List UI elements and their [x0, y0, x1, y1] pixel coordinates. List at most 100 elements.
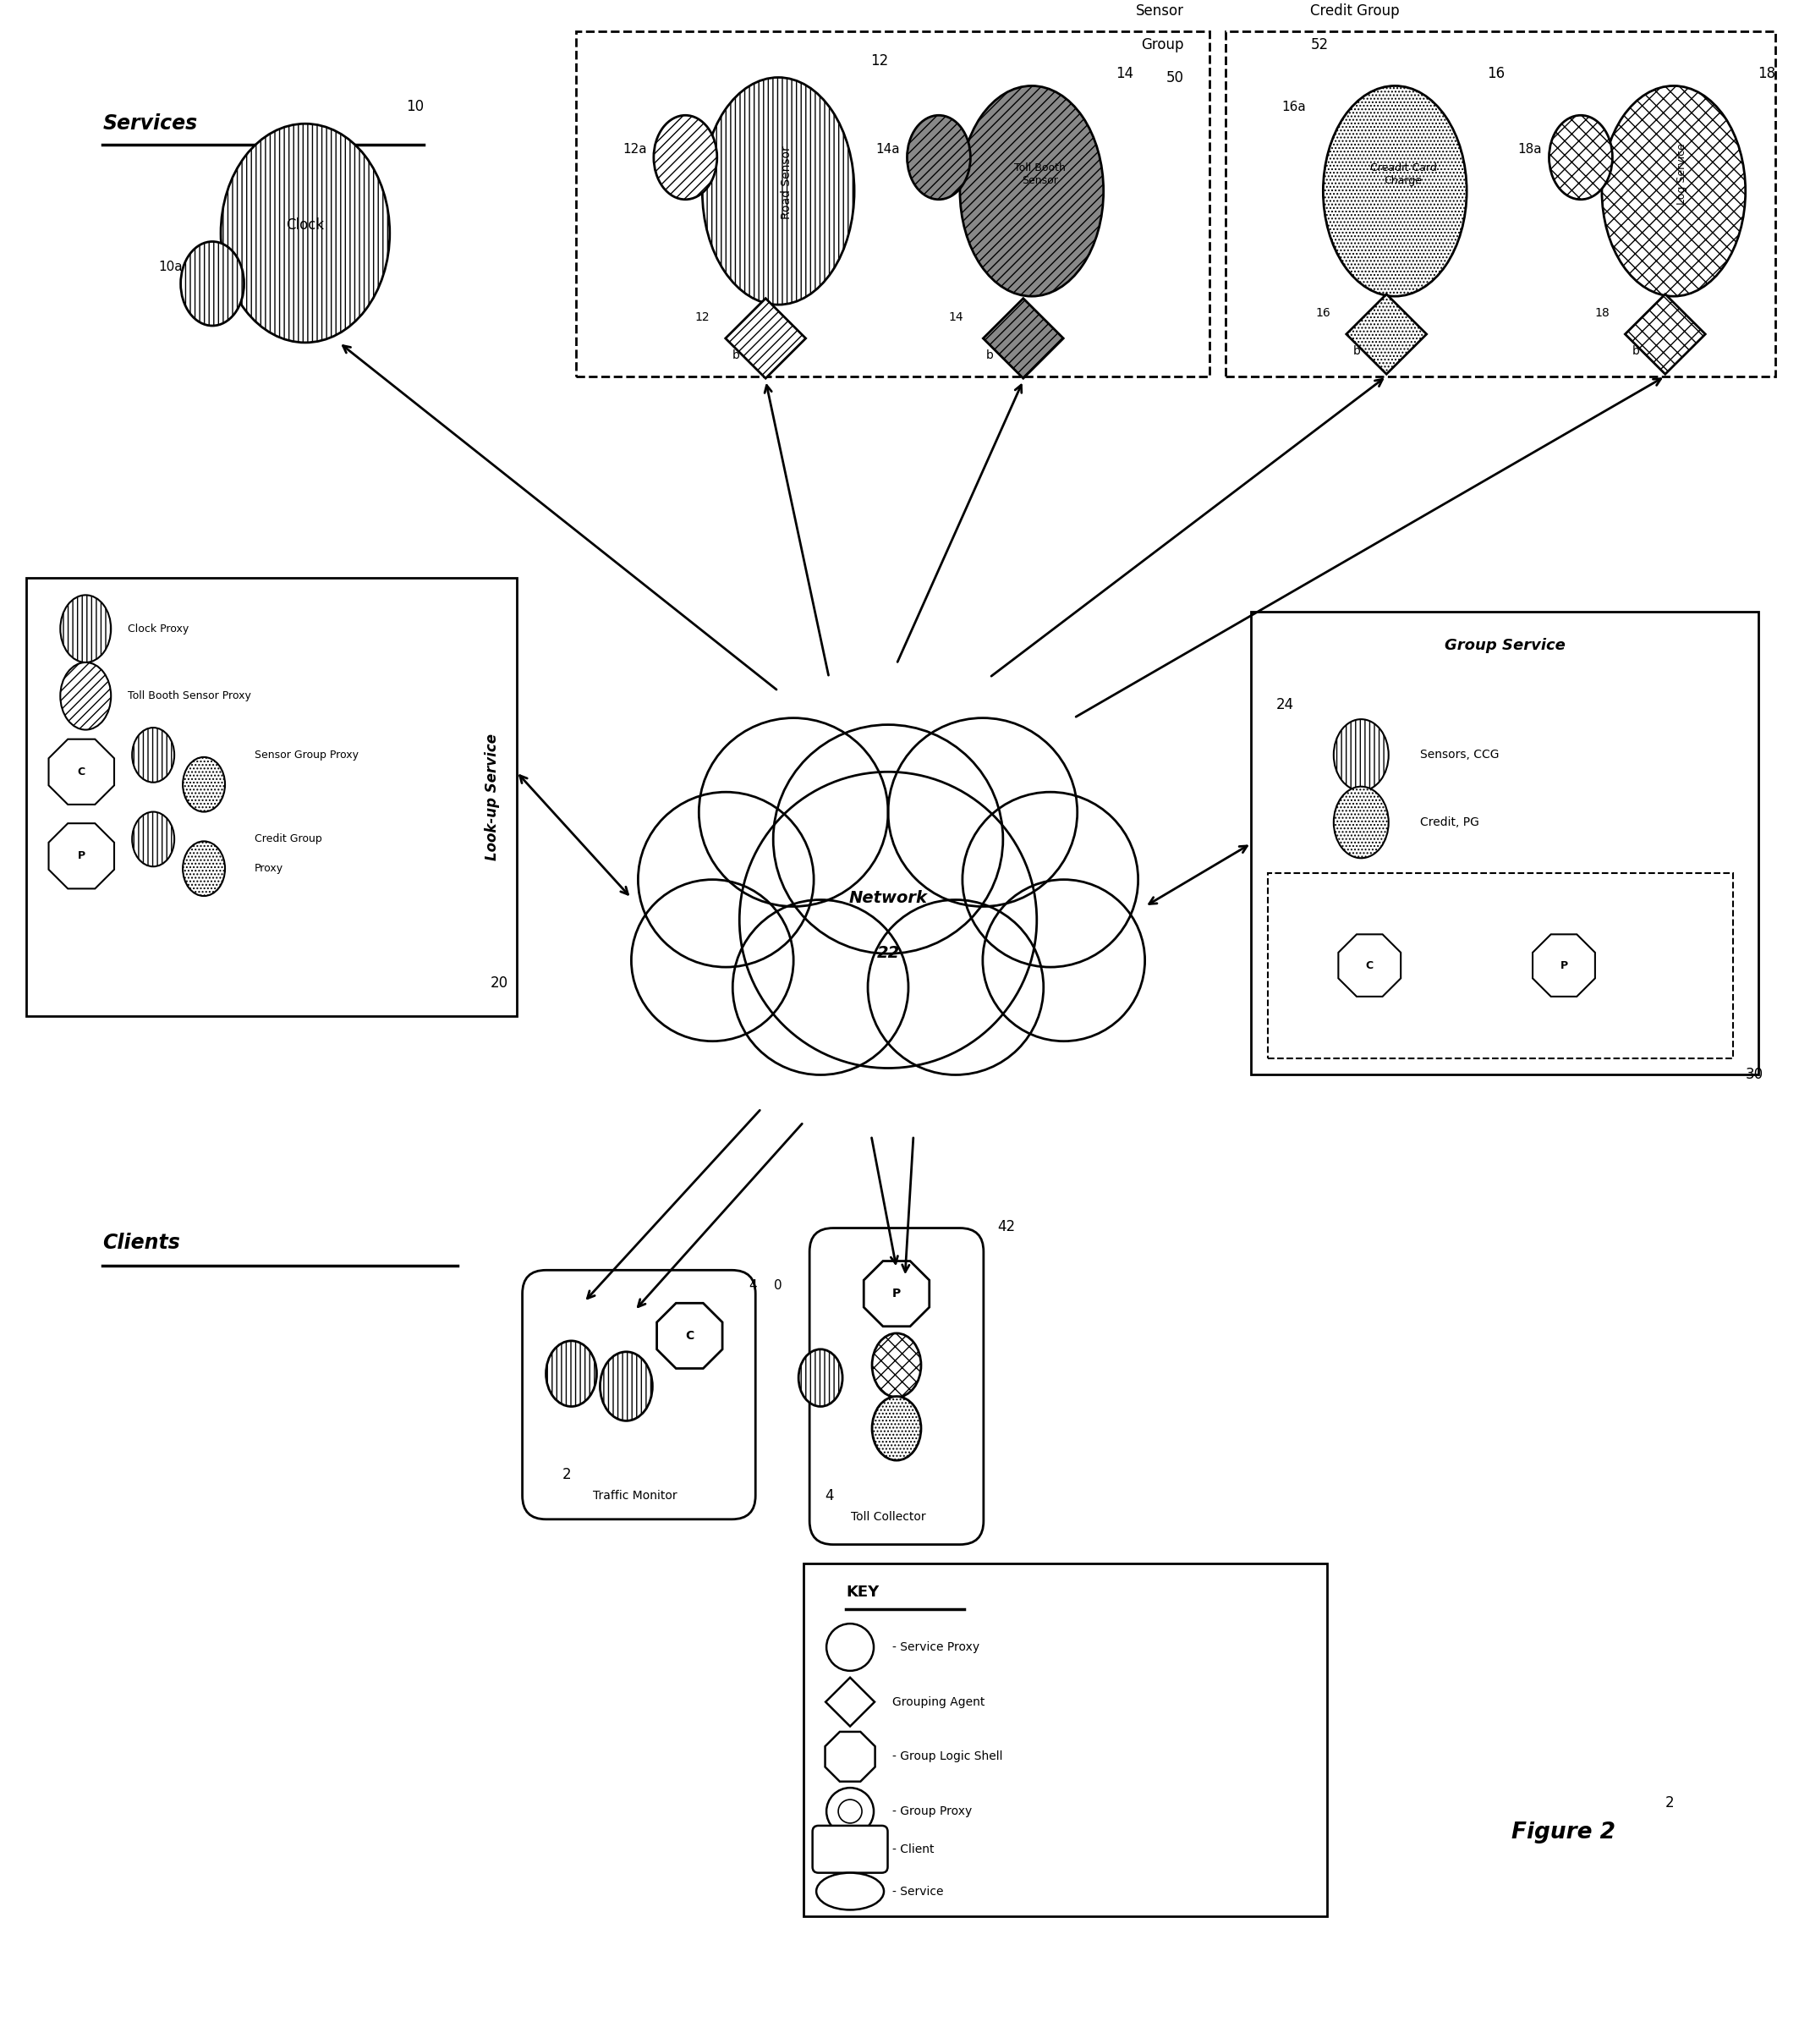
Text: 2: 2 [1664, 1795, 1673, 1811]
Ellipse shape [1601, 86, 1745, 296]
Circle shape [867, 899, 1043, 1075]
Polygon shape [982, 298, 1063, 378]
Text: Log Service: Log Service [1677, 143, 1687, 204]
Text: C: C [1365, 961, 1373, 971]
Polygon shape [826, 1678, 874, 1727]
Text: Clock: Clock [286, 217, 324, 233]
Polygon shape [49, 824, 113, 889]
FancyBboxPatch shape [813, 1825, 887, 1872]
Text: C: C [77, 766, 85, 777]
Text: P: P [1560, 961, 1567, 971]
Text: Figure 2: Figure 2 [1511, 1821, 1616, 1844]
Bar [804, 1564, 1328, 1917]
Text: C: C [685, 1331, 694, 1341]
Ellipse shape [1322, 86, 1466, 296]
Ellipse shape [873, 1333, 921, 1398]
Text: Proxy: Proxy [255, 863, 284, 875]
Circle shape [982, 879, 1144, 1040]
Ellipse shape [702, 78, 855, 305]
Text: 18: 18 [1594, 307, 1610, 319]
Text: 18a: 18a [1518, 143, 1542, 155]
Ellipse shape [61, 595, 112, 662]
Polygon shape [1624, 294, 1705, 374]
Ellipse shape [131, 811, 175, 867]
Text: 4: 4 [748, 1280, 757, 1292]
Text: - Client: - Client [892, 1844, 934, 1856]
Polygon shape [49, 740, 113, 805]
Polygon shape [864, 1261, 930, 1327]
Circle shape [639, 791, 813, 967]
Text: 18: 18 [1758, 65, 1776, 82]
Text: 14a: 14a [876, 143, 900, 155]
Ellipse shape [799, 1349, 842, 1406]
Text: b: b [986, 350, 993, 362]
Text: P: P [77, 850, 85, 861]
Ellipse shape [873, 1396, 921, 1459]
Text: b: b [1632, 345, 1639, 358]
FancyBboxPatch shape [810, 1228, 984, 1545]
Text: 30: 30 [1745, 1067, 1763, 1083]
FancyBboxPatch shape [522, 1269, 756, 1519]
Polygon shape [826, 1731, 874, 1782]
Ellipse shape [547, 1341, 597, 1406]
Circle shape [826, 1623, 874, 1670]
Text: - Service: - Service [892, 1885, 943, 1897]
Ellipse shape [131, 728, 175, 783]
Text: - Group Logic Shell: - Group Logic Shell [892, 1752, 1002, 1762]
Text: 0: 0 [774, 1280, 783, 1292]
Ellipse shape [61, 662, 112, 730]
Text: 16a: 16a [1281, 100, 1306, 112]
Text: Road Sensor: Road Sensor [781, 145, 793, 219]
Circle shape [838, 1799, 862, 1823]
Polygon shape [1533, 934, 1596, 997]
Text: 16: 16 [1488, 65, 1506, 82]
Ellipse shape [1333, 787, 1389, 858]
Text: Credit Group: Credit Group [1310, 4, 1400, 18]
Polygon shape [1346, 294, 1427, 374]
Text: 10: 10 [407, 100, 425, 114]
Ellipse shape [183, 756, 225, 811]
Circle shape [962, 791, 1139, 967]
Text: 50: 50 [1166, 72, 1184, 86]
Text: 12: 12 [694, 311, 711, 323]
Ellipse shape [221, 125, 390, 343]
Text: Look-up Service: Look-up Service [484, 734, 500, 861]
Bar [1225, 31, 1776, 376]
Text: Credit Group: Credit Group [255, 834, 322, 844]
Circle shape [826, 1788, 874, 1836]
Bar [1268, 873, 1732, 1059]
Text: 20: 20 [491, 975, 509, 991]
Text: 2: 2 [563, 1468, 572, 1482]
Text: Sensors, CCG: Sensors, CCG [1419, 748, 1499, 760]
Text: b: b [1353, 345, 1360, 358]
Text: b: b [732, 350, 739, 362]
Text: 14: 14 [948, 311, 962, 323]
Circle shape [732, 899, 908, 1075]
Text: Services: Services [103, 114, 198, 133]
Text: Toll Collector: Toll Collector [851, 1511, 925, 1523]
Text: Creadit Card
Charge: Creadit Card Charge [1371, 161, 1437, 186]
Text: Credit, PG: Credit, PG [1419, 816, 1479, 828]
Text: Group Service: Group Service [1445, 638, 1565, 654]
Circle shape [698, 717, 889, 905]
Ellipse shape [1549, 114, 1612, 200]
Text: Toll Booth Sensor Proxy: Toll Booth Sensor Proxy [128, 691, 252, 701]
Text: 16: 16 [1315, 307, 1331, 319]
Circle shape [631, 879, 793, 1040]
Circle shape [739, 773, 1036, 1069]
Text: Toll Booth
Sensor: Toll Booth Sensor [1015, 161, 1065, 186]
Ellipse shape [180, 241, 245, 325]
Text: Clock Proxy: Clock Proxy [128, 623, 189, 634]
Polygon shape [657, 1304, 723, 1367]
Ellipse shape [653, 114, 718, 200]
Text: Clients: Clients [103, 1233, 180, 1253]
Ellipse shape [907, 114, 970, 200]
Text: Grouping Agent: Grouping Agent [892, 1697, 984, 1709]
Circle shape [889, 717, 1078, 905]
Text: Traffic Monitor: Traffic Monitor [592, 1490, 676, 1502]
Text: 14: 14 [1115, 65, 1133, 82]
Ellipse shape [1333, 719, 1389, 791]
Text: 52: 52 [1310, 37, 1328, 53]
Text: - Service Proxy: - Service Proxy [892, 1641, 979, 1654]
Text: 12a: 12a [622, 143, 648, 155]
